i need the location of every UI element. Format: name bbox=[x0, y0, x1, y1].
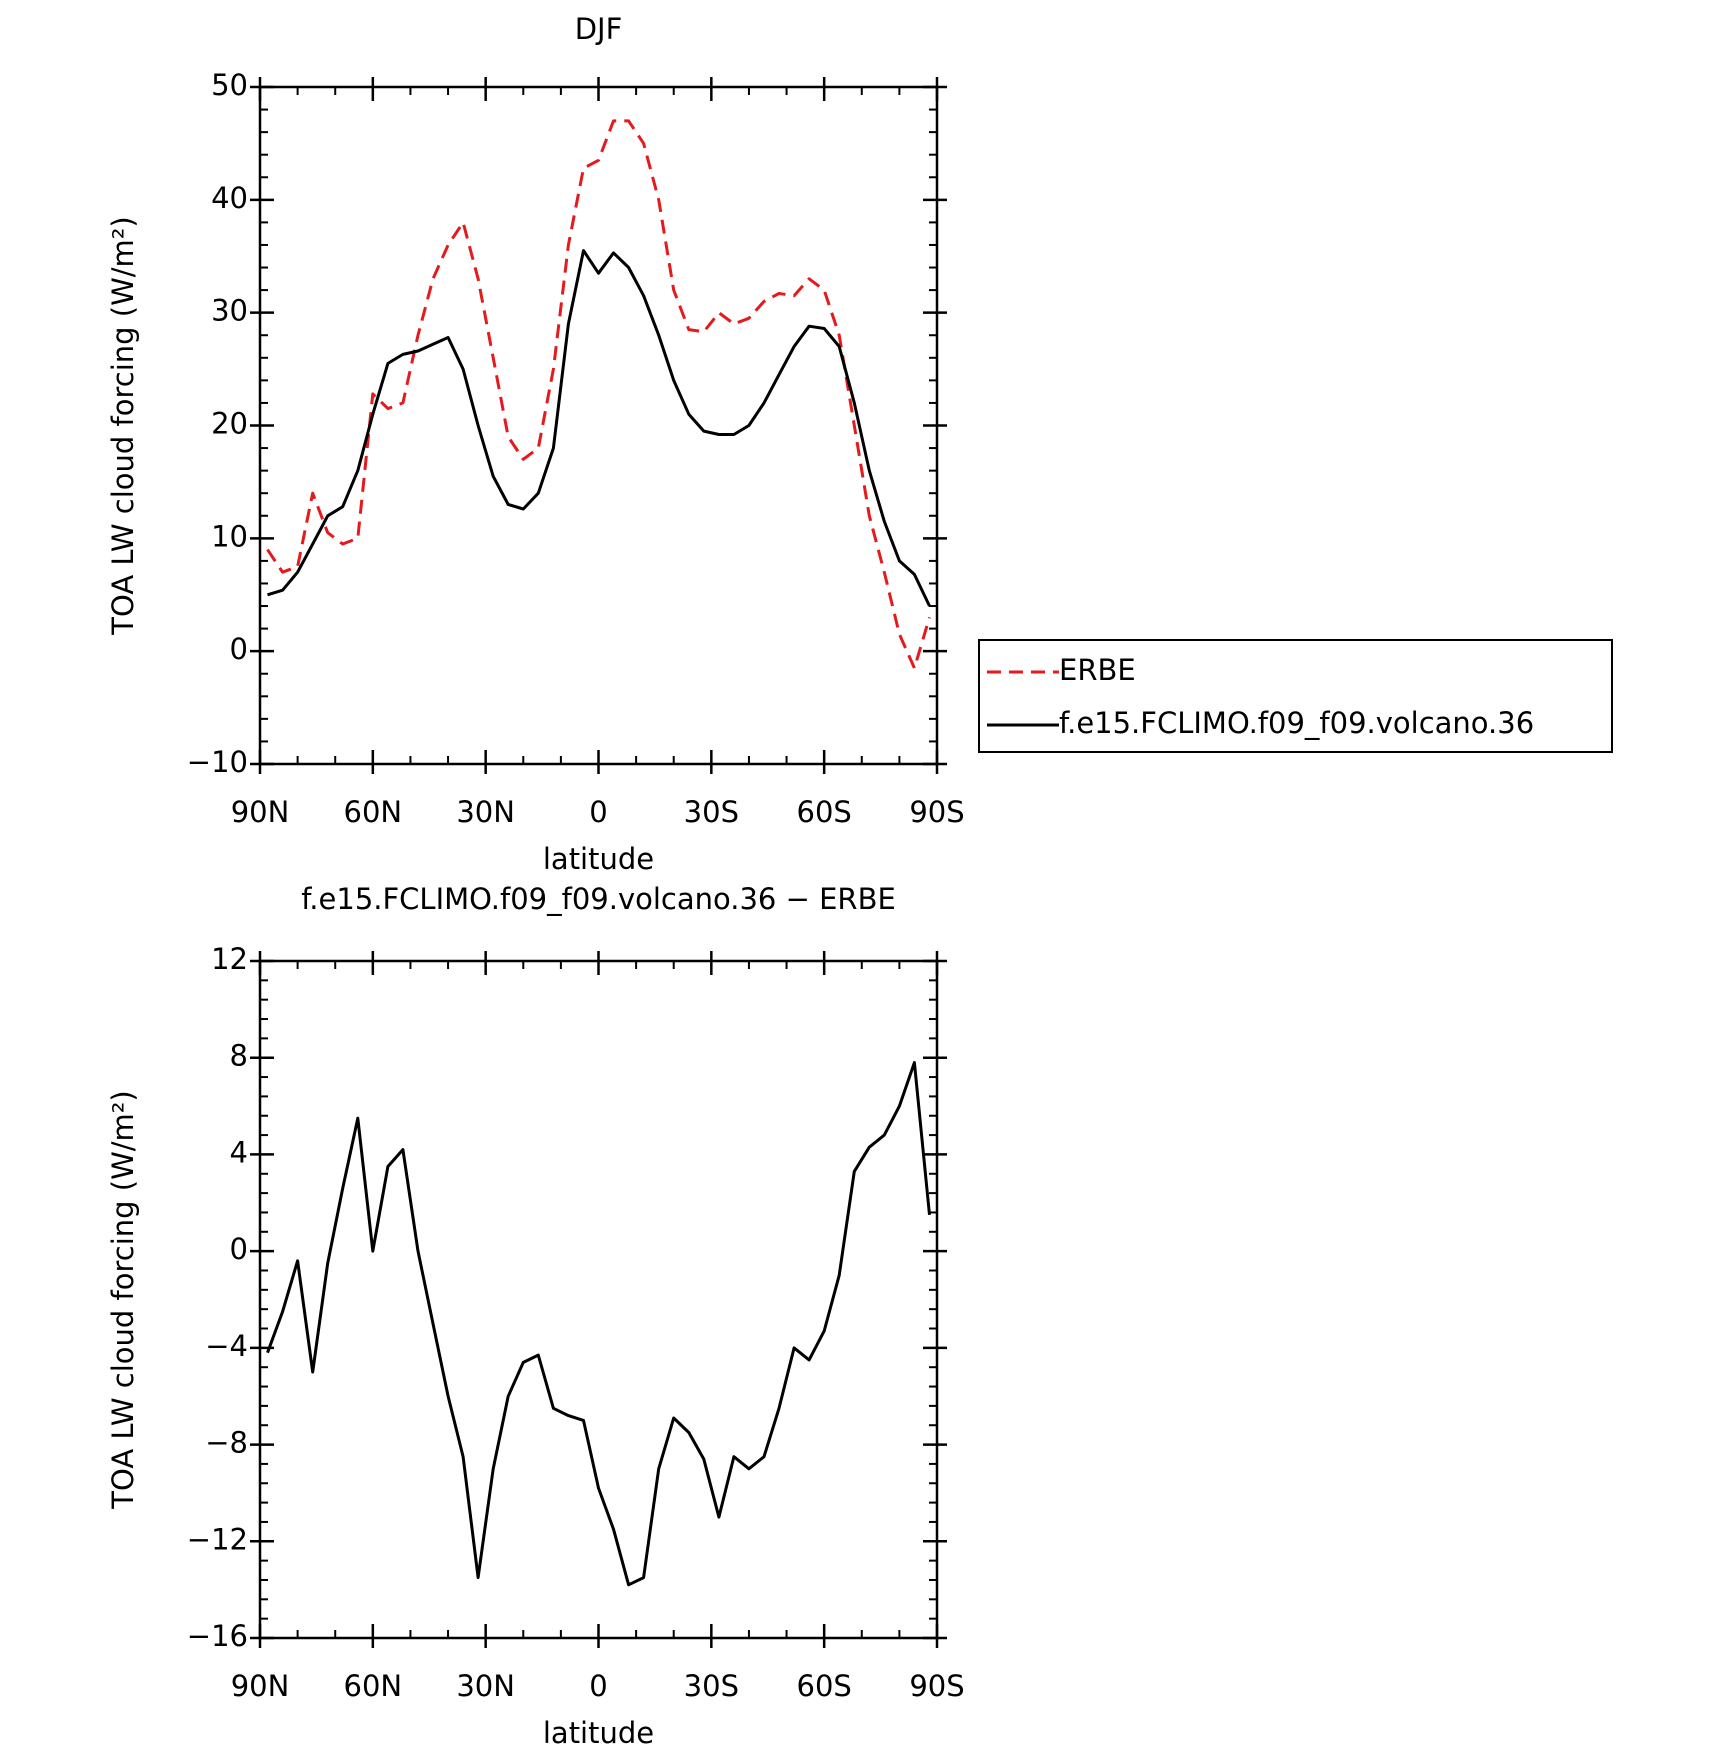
chart-title: f.e15.FCLIMO.f09_f09.volcano.36 − ERBE bbox=[301, 882, 896, 916]
panel: DJF latitude TOA LW cloud forcing (W/m²) −1… bbox=[106, 12, 1613, 876]
x-tick-label: 0 bbox=[589, 795, 607, 829]
x-tick-label: 30S bbox=[684, 1669, 739, 1703]
x-tick-label: 90S bbox=[909, 795, 964, 829]
plot-frame bbox=[258, 85, 939, 766]
x-tick-label: 60S bbox=[797, 795, 852, 829]
panel: f.e15.FCLIMO.f09_f09.volcano.36 − ERBE la… bbox=[106, 882, 965, 1745]
y-tick-label: 20 bbox=[211, 407, 248, 441]
y-tick-label: −4 bbox=[205, 1329, 248, 1363]
y-tick-label: 8 bbox=[230, 1039, 248, 1073]
y-tick-label: 0 bbox=[230, 632, 248, 666]
x-tick-label: 30N bbox=[456, 795, 515, 829]
y-tick-label: −16 bbox=[187, 1619, 248, 1653]
y-tick-label: 4 bbox=[230, 1135, 248, 1169]
series-line bbox=[266, 119, 931, 670]
x-tick-label: 60N bbox=[344, 795, 403, 829]
x-tick-label: 90N bbox=[231, 1669, 290, 1703]
legend-label: f.e15.FCLIMO.f09_f09.volcano.36 bbox=[1059, 706, 1534, 740]
y-tick-label: 50 bbox=[211, 68, 248, 102]
series-line bbox=[266, 1061, 931, 1587]
plot-frame bbox=[258, 959, 939, 1640]
x-tick-label: 90N bbox=[231, 795, 290, 829]
y-tick-label: −8 bbox=[205, 1426, 248, 1460]
series-line bbox=[267, 249, 931, 607]
x-tick-label: 90S bbox=[909, 1669, 964, 1703]
x-tick-label: 30S bbox=[684, 795, 739, 829]
y-tick-label: −12 bbox=[187, 1522, 248, 1556]
x-tick-label: 60S bbox=[797, 1669, 852, 1703]
x-tick-label: 0 bbox=[589, 1669, 607, 1703]
y-axis-label: TOA LW cloud forcing (W/m²) bbox=[106, 1090, 140, 1509]
y-tick-label: −10 bbox=[187, 745, 248, 779]
chart-title: DJF bbox=[575, 12, 623, 46]
y-tick-label: 0 bbox=[230, 1232, 248, 1266]
x-axis-label: latitude bbox=[543, 1716, 654, 1745]
y-tick-label: 10 bbox=[211, 519, 248, 553]
y-tick-label: 30 bbox=[211, 294, 248, 328]
x-axis-label: latitude bbox=[543, 842, 654, 876]
x-tick-label: 30N bbox=[456, 1669, 515, 1703]
legend-box bbox=[978, 639, 1613, 753]
y-axis-label: TOA LW cloud forcing (W/m²) bbox=[106, 216, 140, 635]
x-tick-label: 60N bbox=[344, 1669, 403, 1703]
legend-label: ERBE bbox=[1059, 653, 1136, 687]
y-tick-label: 40 bbox=[211, 181, 248, 215]
y-tick-label: 12 bbox=[211, 942, 248, 976]
